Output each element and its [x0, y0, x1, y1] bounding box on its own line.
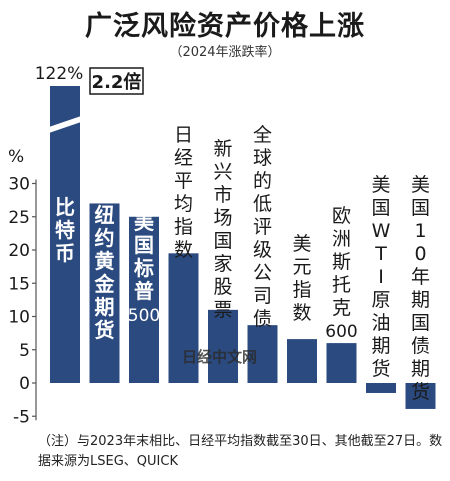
bar — [208, 309, 238, 383]
bar — [366, 383, 396, 393]
bar — [287, 339, 317, 383]
bar — [326, 343, 357, 383]
bar — [247, 325, 278, 383]
category-label: 欧洲斯托克 600 — [325, 205, 357, 342]
watermark-logo: 日经中文网 — [182, 348, 257, 366]
bar — [129, 216, 159, 383]
y-tick-label: 20 — [8, 241, 30, 261]
category-label: 美国 W T I 原油期货 — [371, 174, 390, 380]
category-label: 全球的低评级公司债 — [253, 124, 272, 330]
category-label: 美国标普 500 — [128, 210, 160, 326]
category-label: 美元指数 — [292, 233, 311, 324]
y-tick-label: 0 — [19, 374, 30, 394]
bar — [89, 203, 120, 383]
category-label: 比特币 — [55, 195, 75, 265]
chart-title: 广泛风险资产价格上涨 — [85, 11, 365, 42]
category-label: 美国 1 0 年期国债期货 — [411, 174, 430, 403]
y-tick-label: 15 — [8, 274, 30, 294]
axis-break-mark — [46, 115, 84, 134]
y-axis-unit-label: % — [8, 147, 24, 167]
chart-note: （注）与2023年末相比、日经平均指数截至30日、其他截至27日。数据来源为LS… — [38, 434, 443, 469]
multiple-badge-label: 2.2倍 — [92, 71, 142, 93]
y-tick-label: 25 — [8, 208, 30, 228]
y-tick-label: 10 — [8, 308, 30, 328]
multiple-badge-box — [89, 67, 144, 95]
category-label: 纽约黄金期货 — [94, 203, 116, 342]
y-tick-label: 5 — [19, 341, 30, 361]
category-label: 新兴市场国家股票 — [213, 138, 232, 321]
bar — [168, 253, 199, 383]
bar — [405, 383, 436, 409]
bar — [50, 86, 80, 383]
chart-subtitle: （2024年涨跌率） — [169, 45, 281, 60]
y-tick-label: -5 — [13, 407, 30, 427]
y-tick-label: 30 — [8, 175, 30, 195]
category-label: 日经平均指数 — [174, 124, 193, 261]
data-label-top: 122% — [35, 64, 84, 84]
